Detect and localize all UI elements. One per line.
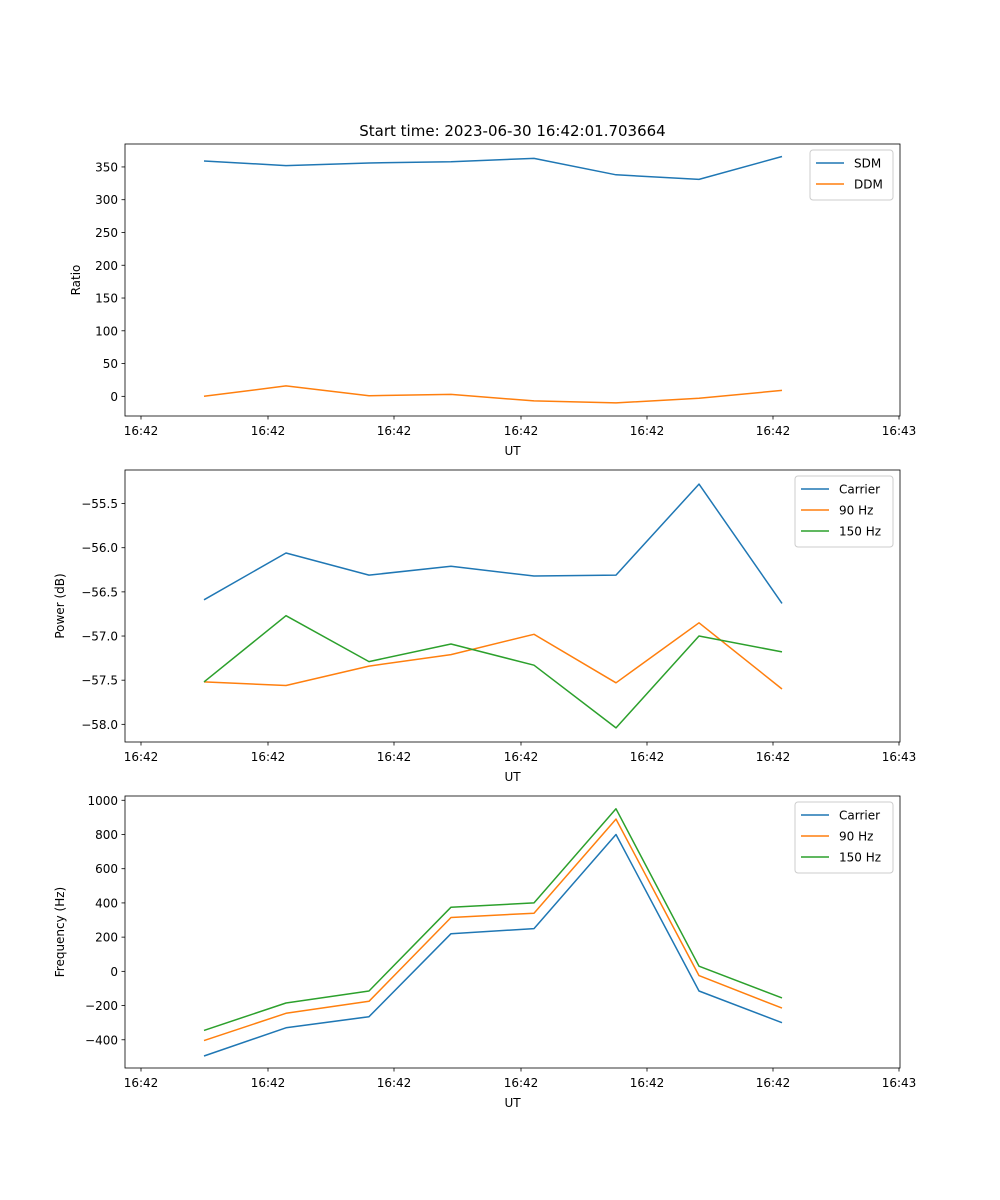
legend-box bbox=[794, 801, 894, 874]
x-tick-label: 16:42 bbox=[630, 750, 665, 764]
y-tick-label: 250 bbox=[95, 226, 118, 240]
y-tick-label: −57.0 bbox=[81, 630, 118, 644]
x-tick-label: 16:42 bbox=[377, 424, 412, 438]
x-tick-label: 16:42 bbox=[630, 424, 665, 438]
y-tick-label: 50 bbox=[103, 357, 118, 371]
legend-label: 150 Hz bbox=[839, 851, 881, 865]
legend: Carrier 90 Hz 150 Hz bbox=[794, 475, 894, 548]
series-line-ddm bbox=[203, 385, 783, 404]
panels: 16:42 16:42 16:42 16:42 16:42 16:42 16:43 0 50 10… bbox=[53, 143, 917, 1110]
series-line-90-hz bbox=[203, 818, 783, 1042]
x-tick-label: 16:42 bbox=[377, 750, 412, 764]
x-tick-label: 16:42 bbox=[630, 1076, 665, 1090]
x-tick-label: 16:42 bbox=[251, 424, 286, 438]
series-line-carrier bbox=[203, 833, 783, 1057]
y-tick-label: 400 bbox=[95, 896, 118, 910]
chart-panel-2: 16:42 16:42 16:42 16:42 16:42 16:42 16:43 −58.0… bbox=[53, 469, 917, 784]
y-tick-label: 200 bbox=[95, 259, 118, 273]
legend: SDM DDM bbox=[809, 149, 894, 201]
y-tick-label: −56.0 bbox=[81, 541, 118, 555]
x-tick-label: 16:42 bbox=[251, 750, 286, 764]
series-line-150-hz bbox=[203, 614, 783, 729]
y-axis-label: Power (dB) bbox=[53, 573, 67, 638]
x-tick-label: 16:43 bbox=[882, 1076, 917, 1090]
y-tick-label: −200 bbox=[85, 999, 118, 1013]
x-tick-label: 16:42 bbox=[756, 424, 791, 438]
y-tick-label: 600 bbox=[95, 862, 118, 876]
x-tick-label: 16:42 bbox=[251, 1076, 286, 1090]
axes-frame bbox=[124, 143, 901, 417]
series-line-sdm bbox=[203, 155, 783, 181]
x-tick-label: 16:42 bbox=[124, 1076, 159, 1090]
legend-box bbox=[794, 475, 894, 548]
y-tick-label: 200 bbox=[95, 931, 118, 945]
x-tick-label: 16:42 bbox=[504, 424, 539, 438]
y-tick-label: 0 bbox=[110, 390, 118, 404]
legend-label: Carrier bbox=[839, 483, 880, 497]
x-tick-label: 16:42 bbox=[756, 750, 791, 764]
y-tick-label: 1000 bbox=[87, 794, 118, 808]
legend-label: Carrier bbox=[839, 809, 880, 823]
x-tick-label: 16:42 bbox=[377, 1076, 412, 1090]
legend-label: 90 Hz bbox=[839, 830, 873, 844]
legend-label: DDM bbox=[854, 178, 883, 192]
y-tick-label: 150 bbox=[95, 292, 118, 306]
axes-frame bbox=[124, 469, 901, 743]
y-axis-label: Ratio bbox=[69, 265, 83, 296]
chart-panel-3: 16:42 16:42 16:42 16:42 16:42 16:42 16:43 −400 −… bbox=[53, 794, 916, 1110]
series-line-90-hz bbox=[203, 622, 783, 690]
x-axis-label: UT bbox=[504, 444, 521, 458]
legend: Carrier 90 Hz 150 Hz bbox=[794, 801, 894, 874]
x-tick-label: 16:42 bbox=[124, 424, 159, 438]
y-tick-label: 0 bbox=[110, 965, 118, 979]
y-tick-label: 300 bbox=[95, 193, 118, 207]
y-axis-label: Frequency (Hz) bbox=[53, 887, 67, 978]
series-line-150-hz bbox=[203, 808, 783, 1032]
x-tick-label: 16:42 bbox=[504, 1076, 539, 1090]
series-line-carrier bbox=[203, 483, 783, 604]
y-tick-label: 350 bbox=[95, 160, 118, 174]
y-tick-label: −57.5 bbox=[81, 674, 118, 688]
x-tick-label: 16:42 bbox=[504, 750, 539, 764]
legend-label: 150 Hz bbox=[839, 525, 881, 539]
y-tick-label: 100 bbox=[95, 324, 118, 338]
x-tick-label: 16:43 bbox=[882, 750, 917, 764]
x-tick-label: 16:43 bbox=[882, 424, 917, 438]
y-tick-label: 800 bbox=[95, 828, 118, 842]
y-tick-label: −55.5 bbox=[81, 497, 118, 511]
legend-label: 90 Hz bbox=[839, 504, 873, 518]
chart-panel-1: 16:42 16:42 16:42 16:42 16:42 16:42 16:43 0 50 10… bbox=[69, 143, 917, 458]
x-axis-label: UT bbox=[504, 1096, 521, 1110]
y-tick-label: −56.5 bbox=[81, 585, 118, 599]
legend-label: SDM bbox=[854, 157, 881, 171]
x-tick-label: 16:42 bbox=[756, 1076, 791, 1090]
x-tick-label: 16:42 bbox=[124, 750, 159, 764]
y-tick-label: −58.0 bbox=[81, 718, 118, 732]
y-tick-label: −400 bbox=[85, 1033, 118, 1047]
x-axis-label: UT bbox=[504, 770, 521, 784]
axes-frame bbox=[124, 795, 901, 1069]
figure-title: Start time: 2023-06-30 16:42:01.703664 bbox=[359, 122, 665, 140]
